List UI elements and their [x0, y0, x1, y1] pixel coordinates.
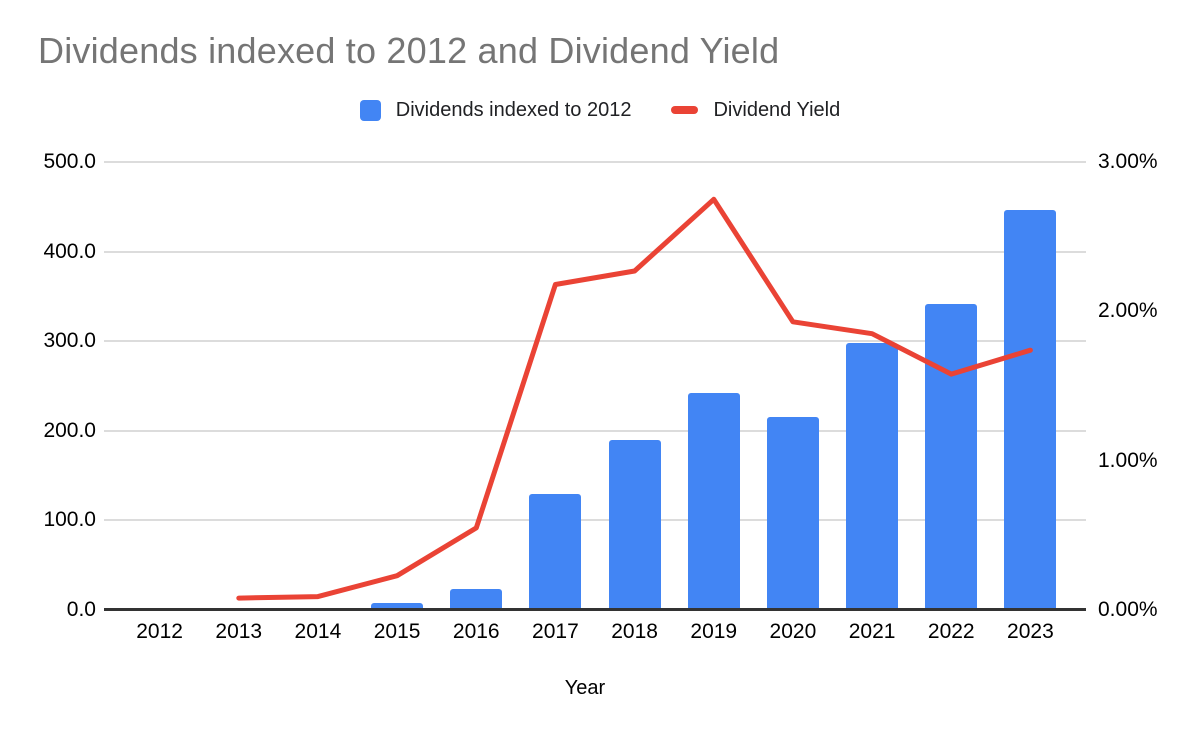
- x-axis-tick-label: 2021: [848, 620, 896, 643]
- gridline: [104, 250, 1086, 253]
- bar: [450, 589, 503, 610]
- x-axis-tick-label: 2015: [373, 620, 421, 643]
- x-axis-tick-label: 2016: [452, 620, 500, 643]
- bar: [1004, 210, 1057, 610]
- x-axis-tick-label: 2014: [294, 620, 342, 643]
- chart-title: Dividends indexed to 2012 and Dividend Y…: [38, 30, 780, 71]
- legend-item-bar-series: Dividends indexed to 2012: [359, 98, 632, 122]
- left-axis-tick-label: 200.0: [43, 418, 96, 442]
- x-axis-title: Year: [564, 677, 606, 699]
- bar: [766, 417, 819, 610]
- chart-legend: Dividends indexed to 2012 Dividend Yield: [0, 95, 1200, 125]
- yield-line-layer: [236, 196, 1033, 601]
- left-axis-tick-label: 500.0: [43, 150, 96, 173]
- bar: [846, 343, 899, 610]
- x-axis-tick-label: 2020: [769, 620, 817, 643]
- left-axis-tick-label: 0.0: [66, 598, 96, 621]
- x-axis: 2012 2013 2014 2015 2016 2017 2018 2019 2020 2021…: [104, 620, 1086, 650]
- right-axis-tick-label: 0.00%: [1098, 598, 1158, 621]
- legend-label-bar-series: Dividends indexed to 2012: [395, 98, 632, 121]
- gridline: [104, 519, 1086, 522]
- legend-item-line-series: Dividend Yield: [671, 99, 840, 122]
- line-series-swatch-icon: [671, 106, 699, 114]
- x-axis-tick-label: 2012: [136, 620, 183, 643]
- gridline: [104, 429, 1086, 432]
- legend-label-line-series: Dividend Yield: [713, 98, 841, 121]
- right-axis-tick-label: 3.00%: [1098, 150, 1158, 173]
- x-axis-tick-label: 2019: [690, 620, 738, 643]
- x-axis-tick-label: 2022: [927, 620, 975, 643]
- x-axis-tick-label: 2017: [532, 620, 579, 643]
- bar: [371, 602, 424, 610]
- x-axis-tick-label: 2018: [611, 620, 658, 643]
- gridline: [104, 340, 1086, 343]
- x-axis-tick-label: 2023: [1007, 620, 1054, 643]
- left-y-axis: 500.0 400.0 300.0 200.0 100.0 0.0: [0, 150, 96, 621]
- left-axis-tick-label: 100.0: [43, 508, 96, 532]
- right-y-axis: 3.00% 2.00% 1.00% 0.00%: [1098, 150, 1198, 621]
- bar: [687, 393, 740, 610]
- right-axis-tick-label: 2.00%: [1098, 299, 1158, 323]
- plot-area: [104, 161, 1086, 611]
- left-axis-tick-label: 400.0: [43, 239, 96, 263]
- left-axis-tick-label: 300.0: [43, 329, 96, 353]
- bar-series-swatch-icon: [359, 99, 381, 121]
- bar: [925, 304, 978, 610]
- x-axis-line: [104, 608, 1086, 611]
- yield-line: [236, 196, 1033, 601]
- gridline: [104, 161, 1086, 163]
- bar: [529, 493, 582, 610]
- bar: [608, 439, 661, 610]
- right-axis-tick-label: 1.00%: [1098, 448, 1158, 472]
- x-axis-tick-label: 2013: [215, 620, 263, 643]
